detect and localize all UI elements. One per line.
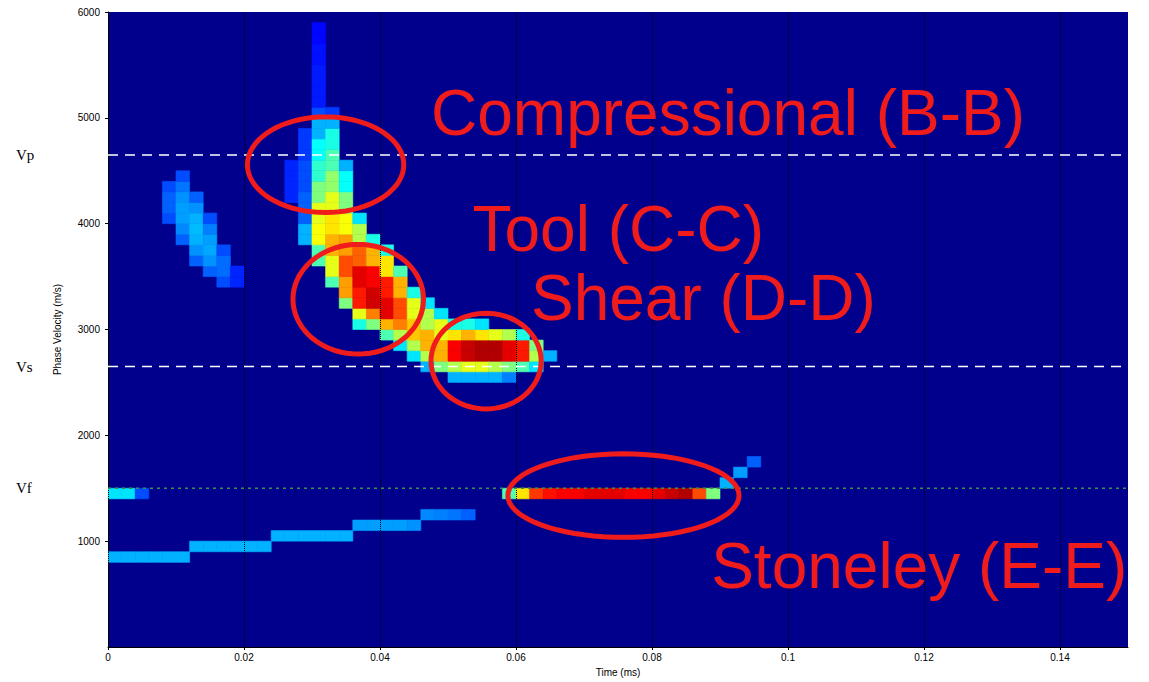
svg-text:0.1: 0.1 <box>781 652 795 663</box>
svg-text:Vs: Vs <box>16 359 33 375</box>
svg-text:3000: 3000 <box>78 324 101 335</box>
svg-text:Tool (C-C): Tool (C-C) <box>472 193 764 265</box>
svg-text:0.02: 0.02 <box>234 652 254 663</box>
svg-text:0.08: 0.08 <box>642 652 662 663</box>
svg-text:6000: 6000 <box>78 7 101 18</box>
svg-text:4000: 4000 <box>78 218 101 229</box>
svg-text:1000: 1000 <box>78 536 101 547</box>
svg-text:0.06: 0.06 <box>506 652 526 663</box>
svg-text:5000: 5000 <box>78 112 101 123</box>
svg-text:Phase Velocity (m/s): Phase Velocity (m/s) <box>52 284 63 375</box>
svg-text:0.14: 0.14 <box>1050 652 1070 663</box>
svg-text:Vf: Vf <box>16 480 32 496</box>
svg-text:Compressional (B-B): Compressional (B-B) <box>431 77 1025 149</box>
svg-text:0.12: 0.12 <box>914 652 934 663</box>
svg-text:Shear (D-D): Shear (D-D) <box>531 262 876 334</box>
svg-text:Vp: Vp <box>16 147 34 163</box>
svg-text:0.04: 0.04 <box>370 652 390 663</box>
svg-text:Time (ms): Time (ms) <box>596 667 641 678</box>
svg-text:0: 0 <box>105 652 111 663</box>
svg-text:Stoneley (E-E): Stoneley (E-E) <box>711 530 1127 602</box>
svg-text:2000: 2000 <box>78 430 101 441</box>
